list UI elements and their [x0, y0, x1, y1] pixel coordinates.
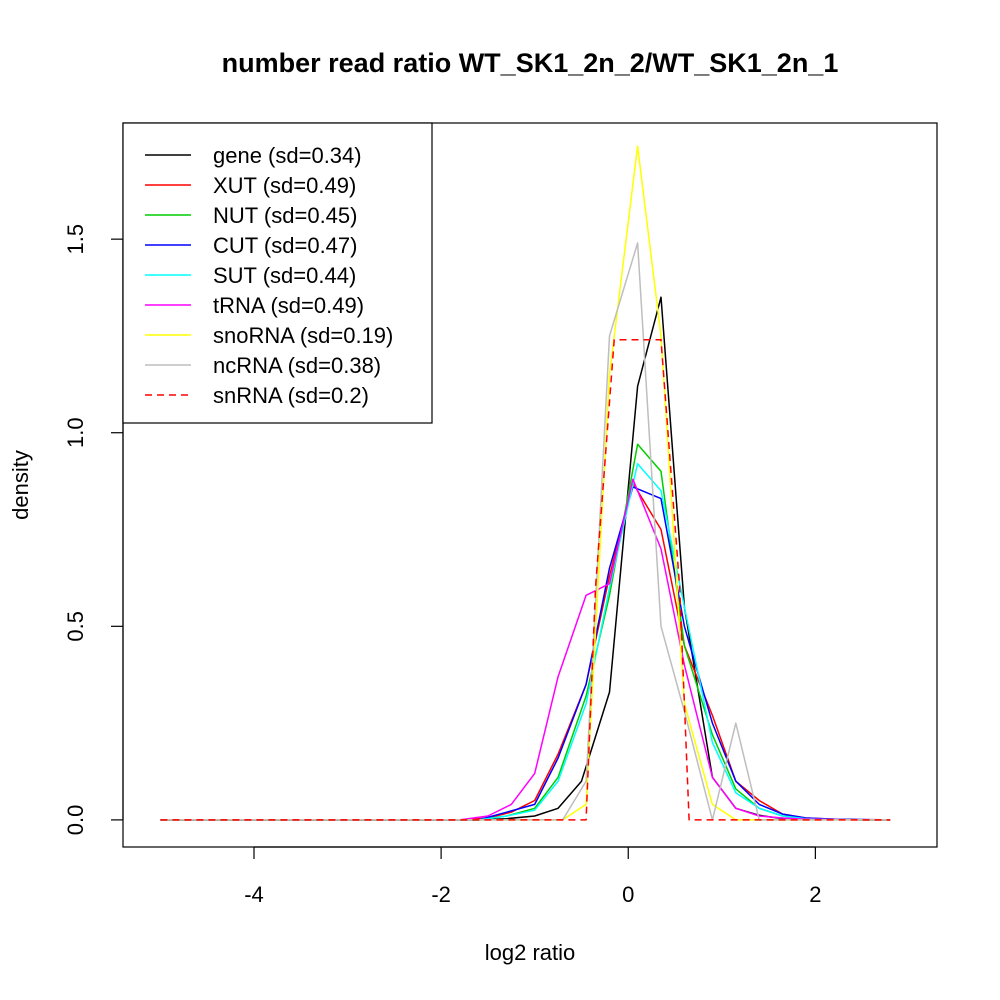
x-tick-label: -4: [244, 882, 264, 907]
y-axis-label: density: [8, 450, 33, 520]
legend-label: snRNA (sd=0.2): [213, 383, 369, 408]
x-tick-label: 2: [809, 882, 821, 907]
series-line-5: [160, 462, 891, 821]
x-axis-label: log2 ratio: [485, 940, 576, 965]
legend-label: SUT (sd=0.44): [213, 263, 356, 288]
legend-label: tRNA (sd=0.49): [213, 293, 364, 318]
chart-title: number read ratio WT_SK1_2n_2/WT_SK1_2n_…: [222, 48, 839, 78]
x-axis: -4 -2 0 2: [244, 846, 821, 907]
legend-label: gene (sd=0.34): [213, 143, 362, 168]
x-tick-label: -2: [431, 882, 451, 907]
series-line-6: [160, 478, 891, 821]
series-line-4: [160, 486, 891, 821]
y-axis: 0.0 0.5 1.0 1.5: [63, 224, 124, 836]
y-tick-label: 0.5: [63, 611, 88, 642]
legend-label: CUT (sd=0.47): [213, 233, 357, 258]
y-tick-label: 1.0: [63, 417, 88, 448]
legend-label: NUT (sd=0.45): [213, 203, 357, 228]
series-layer: [160, 145, 891, 821]
series-line-9: [160, 339, 891, 821]
series-line-3: [160, 443, 891, 821]
y-tick-label: 0.0: [63, 805, 88, 836]
legend-label: snoRNA (sd=0.19): [213, 323, 393, 348]
y-tick-label: 1.5: [63, 224, 88, 255]
legend-label: ncRNA (sd=0.38): [213, 353, 381, 378]
legend-label: XUT (sd=0.49): [213, 173, 356, 198]
legend: gene (sd=0.34) XUT (sd=0.49) NUT (sd=0.45)…: [122, 122, 433, 424]
legend-box: [122, 122, 433, 424]
series-line-2: [160, 482, 891, 821]
x-tick-label: 0: [622, 882, 634, 907]
